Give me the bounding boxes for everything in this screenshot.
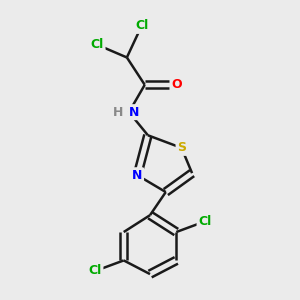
Text: Cl: Cl [89,264,102,278]
Text: H: H [113,106,124,118]
Text: N: N [129,106,140,118]
Text: Cl: Cl [135,20,148,32]
Text: Cl: Cl [198,215,211,228]
Text: S: S [177,141,186,154]
Text: N: N [132,169,142,182]
Text: O: O [171,78,181,91]
Text: Cl: Cl [91,38,104,51]
